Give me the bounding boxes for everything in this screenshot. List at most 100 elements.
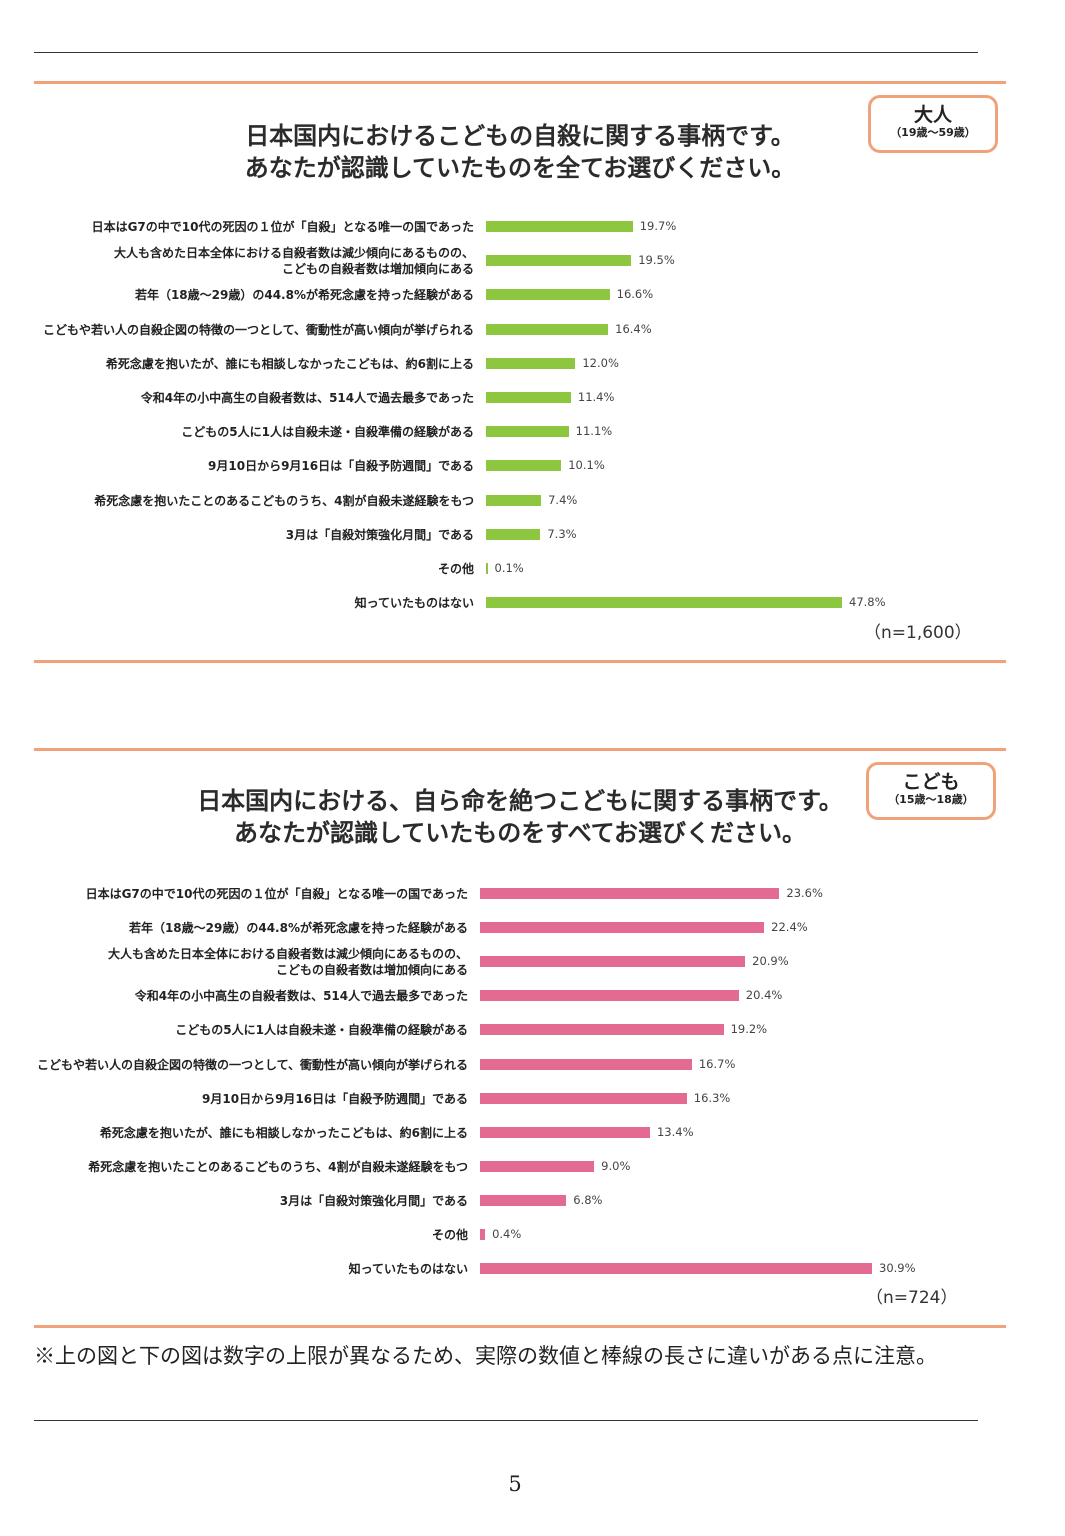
chart1-value-label: 16.4% — [615, 321, 652, 336]
chart2-badge-sub: （15歳～18歳） — [888, 793, 974, 806]
chart2-bar — [480, 990, 739, 1002]
chart2-title-line1: 日本国内における、自ら命を絶つこどもに関する事柄です。 — [197, 787, 843, 815]
chart2-row: こどもの5人に1人は自殺未遂・自殺準備の経験がある 19.2% — [34, 1013, 1006, 1047]
chart2-value-label: 20.9% — [752, 954, 789, 969]
chart1-row: こどもの5人に1人は自殺未遂・自殺準備の経験がある 11.1% — [34, 415, 1006, 449]
chart2-title: 日本国内における、自ら命を絶つこどもに関する事柄です。 あなたが認識していたもの… — [34, 785, 1006, 849]
chart1-row: 3月は「自殺対策強化月間」である 7.3% — [34, 518, 1006, 552]
chart2-category-label: こどもの5人に1人は自殺未遂・自殺準備の経験がある — [34, 1013, 468, 1047]
chart1-category-label-line: 大人も含めた日本全体における自殺者数は減少傾向にあるものの、 — [113, 246, 474, 261]
chart1-value-label: 10.1% — [568, 458, 605, 473]
chart1-row: 希死念慮を抱いたことのあるこどものうち、4割が自殺未遂経験をもつ 7.4% — [34, 484, 1006, 518]
chart1-row: その他 0.1% — [34, 552, 1006, 586]
chart1-bar — [486, 563, 488, 574]
chart2-category-label-line: 日本はG7の中で10代の死因の１位が「自殺」となる唯一の国であった — [85, 887, 468, 901]
chart1-category-label-line: 知っていたものはない — [354, 596, 474, 611]
chart1-bar — [486, 323, 609, 335]
chart1-category-label-line: 希死念慮を抱いたことのあるこどものうち、4割が自殺未遂経験をもつ — [94, 493, 474, 508]
chart1-category-label: 日本はG7の中で10代の死因の１位が「自殺」となる唯一の国であった — [34, 210, 474, 244]
chart2-row: その他 0.4% — [34, 1218, 1006, 1252]
chart2-category-label: 希死念慮を抱いたが、誰にも相談しなかったこどもは、約6割に上る — [34, 1116, 468, 1150]
chart1-bar — [486, 426, 569, 438]
chart2-value-label: 6.8% — [573, 1192, 603, 1207]
chart1-category-label-line: こどもの自殺者数は増加傾向にある — [281, 262, 474, 277]
chart1-row: 知っていたものはない 47.8% — [34, 586, 1006, 620]
chart1-category-label: 大人も含めた日本全体における自殺者数は減少傾向にあるものの、 こどもの自殺者数は増… — [34, 244, 474, 278]
chart2-bar — [480, 1092, 687, 1104]
chart1-row: 希死念慮を抱いたが、誰にも相談しなかったこどもは、約6割に上る 12.0% — [34, 347, 1006, 381]
chart2-row: 日本はG7の中で10代の死因の１位が「自殺」となる唯一の国であった 23.6% — [34, 877, 1006, 911]
chart2-category-label-line: こどもや若い人の自殺企図の特徴の一つとして、衝動性が高い傾向が挙げられる — [36, 1057, 468, 1072]
chart1-value-label: 19.7% — [639, 219, 677, 233]
chart1-bar — [486, 221, 633, 232]
chart1-badge: 大人 （19歳～59歳） — [868, 95, 998, 153]
chart1-value-label: 0.1% — [494, 561, 524, 575]
chart1-value-label: 11.1% — [575, 424, 613, 439]
chart2-bar — [480, 956, 746, 968]
chart2-category-label: 3月は「自殺対策強化月間」である — [34, 1184, 468, 1218]
chart1-bar — [486, 494, 542, 506]
chart2-top-border — [34, 748, 1006, 751]
chart2-value-label: 23.6% — [786, 886, 823, 900]
chart2-value-label: 9.0% — [601, 1158, 631, 1173]
chart2-value-label: 30.9% — [879, 1261, 916, 1276]
chart2-category-label: 令和4年の小中高生の自殺者数は、514人で過去最多であった — [34, 979, 468, 1013]
chart1-badge-label: 大人 — [913, 104, 952, 126]
chart1-category-label-line: 3月は「自殺対策強化月間」である — [285, 527, 474, 542]
chart1-category-label-line: 若年（18歳～29歳）の44.8%が希死念慮を持った経験がある — [134, 288, 474, 303]
chart2-bottom-border — [34, 1325, 1006, 1328]
chart2-value-label: 22.4% — [771, 920, 808, 935]
chart1-badge-sub: （19歳～59歳） — [890, 126, 976, 139]
chart2-value-label: 0.4% — [492, 1227, 522, 1241]
chart2-category-label: その他 — [34, 1218, 468, 1252]
page-number: 5 — [508, 1472, 522, 1496]
chart2-bar — [480, 1229, 486, 1240]
chart2-category-label-line: その他 — [431, 1228, 468, 1242]
chart2-row: 知っていたものはない 30.9% — [34, 1252, 1006, 1286]
chart2-bar — [480, 1126, 650, 1138]
chart2-category-label: 希死念慮を抱いたことのあるこどものうち、4割が自殺未遂経験をもつ — [34, 1150, 468, 1184]
chart2-bar — [480, 1058, 692, 1070]
chart1-bottom-border — [34, 660, 1006, 663]
chart1-category-label-line: 希死念慮を抱いたが、誰にも相談しなかったこどもは、約6割に上る — [105, 356, 474, 371]
chart2-row: 大人も含めた日本全体における自殺者数は減少傾向にあるものの、 こどもの自殺者数は増… — [34, 945, 1006, 979]
chart1-bar — [486, 392, 571, 403]
chart1-panel: 日本国内におけるこどもの自殺に関する事柄です。 あなたが認識していたものを全てお… — [34, 84, 1006, 660]
chart1-bar — [486, 357, 576, 369]
chart2-row: 令和4年の小中高生の自殺者数は、514人で過去最多であった 20.4% — [34, 979, 1006, 1013]
chart2-category-label-line: 3月は「自殺対策強化月間」である — [279, 1193, 468, 1208]
chart1-category-label-line: こどもや若い人の自殺企図の特徴の一つとして、衝動性が高い傾向が挙げられる — [42, 322, 474, 337]
chart2-category-label-line: 大人も含めた日本全体における自殺者数は減少傾向にあるものの、 — [107, 947, 468, 962]
chart1-category-label: こどもや若い人の自殺企図の特徴の一つとして、衝動性が高い傾向が挙げられる — [34, 313, 474, 347]
chart2-category-label-line: こどもの自殺者数は増加傾向にある — [275, 963, 468, 978]
chart1-row: こどもや若い人の自殺企図の特徴の一つとして、衝動性が高い傾向が挙げられる 16.4… — [34, 313, 1006, 347]
chart2-category-label-line: 令和4年の小中高生の自殺者数は、514人で過去最多であった — [134, 989, 468, 1004]
chart2-value-label: 19.2% — [730, 1022, 768, 1037]
chart1-n-label: （n=1,600） — [864, 623, 972, 643]
chart1-category-label: こどもの5人に1人は自殺未遂・自殺準備の経験がある — [34, 415, 474, 449]
chart1-category-label-line: 令和4年の小中高生の自殺者数は、514人で過去最多であった — [140, 391, 474, 405]
chart2-bar — [480, 1024, 724, 1036]
chart2-bar — [480, 1194, 567, 1206]
chart1-category-label: 希死念慮を抱いたことのあるこどものうち、4割が自殺未遂経験をもつ — [34, 484, 474, 518]
chart2-category-label: 日本はG7の中で10代の死因の１位が「自殺」となる唯一の国であった — [34, 877, 468, 911]
chart1-bar — [486, 289, 610, 301]
chart2-value-label: 20.4% — [745, 988, 783, 1003]
chart1-category-label: 知っていたものはない — [34, 586, 474, 620]
top-rule — [34, 52, 978, 53]
chart2-category-label: 若年（18歳～29歳）の44.8%が希死念慮を持った経験がある — [34, 911, 468, 945]
chart2-value-label: 16.7% — [698, 1056, 736, 1071]
chart2-bar — [480, 1160, 595, 1172]
chart1-value-label: 47.8% — [849, 595, 886, 610]
chart1-category-label: 3月は「自殺対策強化月間」である — [34, 518, 474, 552]
chart2-bar — [480, 1263, 872, 1275]
chart2-panel: 日本国内における、自ら命を絶つこどもに関する事柄です。 あなたが認識していたもの… — [34, 751, 1006, 1325]
chart1-category-label: 希死念慮を抱いたが、誰にも相談しなかったこどもは、約6割に上る — [34, 347, 474, 381]
chart1-value-label: 7.4% — [548, 492, 578, 507]
chart1-category-label: 令和4年の小中高生の自殺者数は、514人で過去最多であった — [34, 381, 474, 415]
chart1-value-label: 7.3% — [547, 526, 577, 541]
chart2-category-label-line: 9月10日から9月16日は「自殺予防週間」である — [202, 1091, 468, 1106]
chart1-value-label: 19.5% — [638, 253, 675, 268]
chart1-bar — [486, 460, 562, 472]
chart1-row: 9月10日から9月16日は「自殺予防週間」である 10.1% — [34, 449, 1006, 483]
